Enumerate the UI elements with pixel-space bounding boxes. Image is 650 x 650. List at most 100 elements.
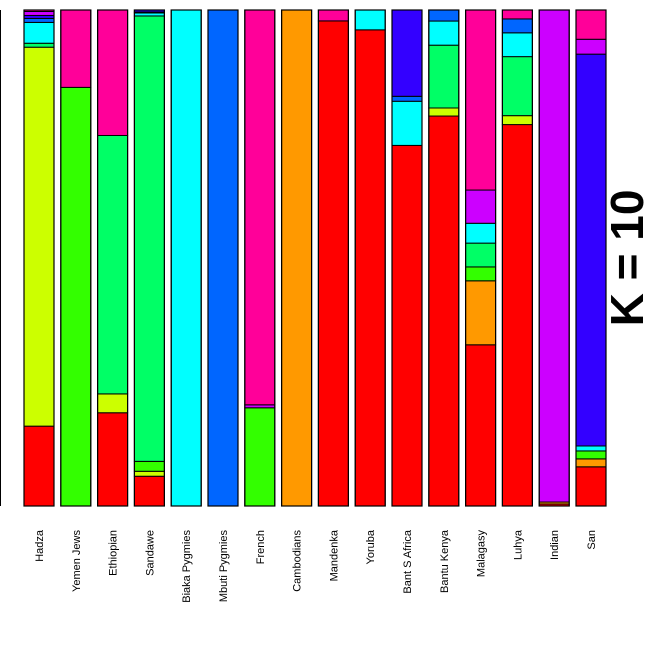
- bar-ethiopian: [96, 9, 129, 507]
- bar-bantu-kenya: [428, 9, 460, 507]
- bar-outline-bantu-kenya: [428, 9, 460, 507]
- segment-bantu-kenya-5: [428, 44, 460, 109]
- segment-bant-s-africa-7: [391, 95, 423, 102]
- tick-label-yoruba: Yoruba: [365, 529, 377, 564]
- bar-yemen-jews: [60, 9, 92, 507]
- tick-label-luhya: Luhya: [512, 529, 524, 560]
- tick-label-biaka-pygmies: Biaka Pygmies: [181, 530, 193, 603]
- segment-bant-s-africa-1: [391, 144, 423, 507]
- bar-cambodians: [281, 9, 313, 507]
- tick-label-french: French: [255, 530, 267, 564]
- segment-hadza-3: [23, 46, 55, 427]
- segment-san-1: [575, 466, 607, 507]
- segment-sandawe-4: [133, 460, 165, 472]
- segment-malagasy-2: [465, 280, 497, 346]
- tick-label-ethiopian: Ethiopian: [108, 530, 120, 576]
- segment-san-10: [575, 9, 607, 40]
- bar-outline-biaka-pygmies: [170, 9, 202, 507]
- segment-cambodians-2: [281, 9, 313, 507]
- tick-label-bant-s-africa: Bant S Africa: [402, 529, 414, 593]
- tick-label-cambodians: Cambodians: [292, 530, 304, 592]
- segment-sandawe-1: [133, 475, 165, 507]
- segment-bant-s-africa-8: [391, 9, 423, 97]
- bar-outline-ethiopian: [96, 9, 129, 507]
- bar-french: [244, 9, 276, 507]
- bar-yoruba: [354, 9, 386, 507]
- bar-malagasy: [465, 9, 497, 507]
- bar-outline-mandenka: [317, 9, 349, 507]
- bar-outline-cambodians: [281, 9, 313, 507]
- segment-luhya-5: [501, 56, 533, 117]
- segment-mandenka-10: [317, 9, 349, 22]
- segment-malagasy-5: [465, 242, 497, 268]
- segment-bantu-kenya-3: [428, 107, 460, 117]
- tick-label-sandawe: Sandawe: [144, 530, 156, 576]
- segment-malagasy-6: [465, 222, 497, 244]
- segment-luhya-7: [501, 18, 533, 34]
- bar-outline-indian: [538, 9, 570, 507]
- segment-yemen-jews-4: [60, 86, 92, 507]
- bar-mbuti-pygmies: [207, 9, 239, 507]
- bar-luhya: [501, 9, 533, 507]
- segment-hadza-9: [23, 10, 55, 16]
- tick-label-mbuti-pygmies: Mbuti Pygmies: [218, 530, 230, 603]
- segment-bantu-kenya-6: [428, 20, 460, 46]
- bar-outline-san: [575, 9, 607, 507]
- labels-group: Hadza Yemen Jews Ethiopian Sandawe Biaka Pyg…: [34, 529, 598, 603]
- segment-san-4: [575, 450, 607, 460]
- segment-hadza-5: [23, 42, 55, 48]
- tick-label-yemen-jews: Yemen Jews: [71, 530, 83, 592]
- bars-group: [23, 9, 607, 507]
- bar-outline-mbuti-pygmies: [207, 9, 239, 507]
- segment-san-2: [575, 458, 607, 468]
- bar-outline-sandawe: [133, 9, 165, 507]
- bar-outline-luhya: [501, 9, 533, 507]
- segment-french-4: [244, 407, 276, 507]
- segment-sandawe-5: [133, 15, 165, 462]
- bar-sandawe: [133, 9, 165, 507]
- segment-hadza-7: [23, 17, 55, 23]
- tick-label-hadza: Hadza: [34, 529, 46, 562]
- segment-san-6: [575, 445, 607, 452]
- segment-ethiopian-10: [97, 9, 129, 136]
- segment-bantu-kenya-1: [428, 115, 460, 507]
- bar-san: [575, 9, 607, 507]
- segment-ethiopian-1: [97, 412, 129, 507]
- segment-ethiopian-3: [97, 393, 129, 414]
- tick-label-indian: Indian: [549, 530, 561, 560]
- bar-outline-french: [244, 9, 276, 507]
- segment-mbuti-pygmies-7: [207, 9, 239, 507]
- segment-bantu-kenya-7: [428, 9, 460, 22]
- segment-bant-s-africa-6: [391, 100, 423, 146]
- tick-label-bantu-kenya: Bantu Kenya: [439, 529, 451, 593]
- bar-outline-bant-s-africa: [391, 9, 423, 507]
- segment-yoruba-6: [354, 9, 386, 31]
- segment-malagasy-10: [465, 9, 497, 191]
- segment-malagasy-1: [465, 344, 497, 507]
- tick-label-san: San: [586, 530, 598, 550]
- segment-luhya-6: [501, 32, 533, 58]
- segment-biaka-pygmies-6: [170, 9, 202, 507]
- bar-outline-yemen-jews: [60, 9, 92, 507]
- segment-sandawe-3: [133, 470, 165, 477]
- chart-title: K = 10: [601, 190, 650, 327]
- segment-hadza-6: [23, 21, 55, 44]
- segment-luhya-3: [501, 115, 533, 126]
- bar-outline-hadza: [23, 9, 55, 507]
- bar-hadza: [23, 9, 55, 507]
- segment-hadza-1: [23, 425, 55, 507]
- segment-malagasy-9: [465, 189, 497, 224]
- tick-label-malagasy: Malagasy: [476, 530, 488, 578]
- bar-outline-yoruba: [354, 9, 386, 507]
- segment-indian-9: [538, 9, 570, 503]
- segment-luhya-1: [501, 124, 533, 507]
- tick-label-mandenka: Mandenka: [328, 529, 340, 581]
- bar-biaka-pygmies: [170, 9, 202, 507]
- segment-mandenka-1: [317, 20, 349, 507]
- segment-french-10: [244, 9, 276, 406]
- segment-malagasy-4: [465, 266, 497, 282]
- segment-ethiopian-5: [97, 134, 129, 395]
- bar-mandenka: [317, 9, 349, 507]
- bar-outline-malagasy: [465, 9, 497, 507]
